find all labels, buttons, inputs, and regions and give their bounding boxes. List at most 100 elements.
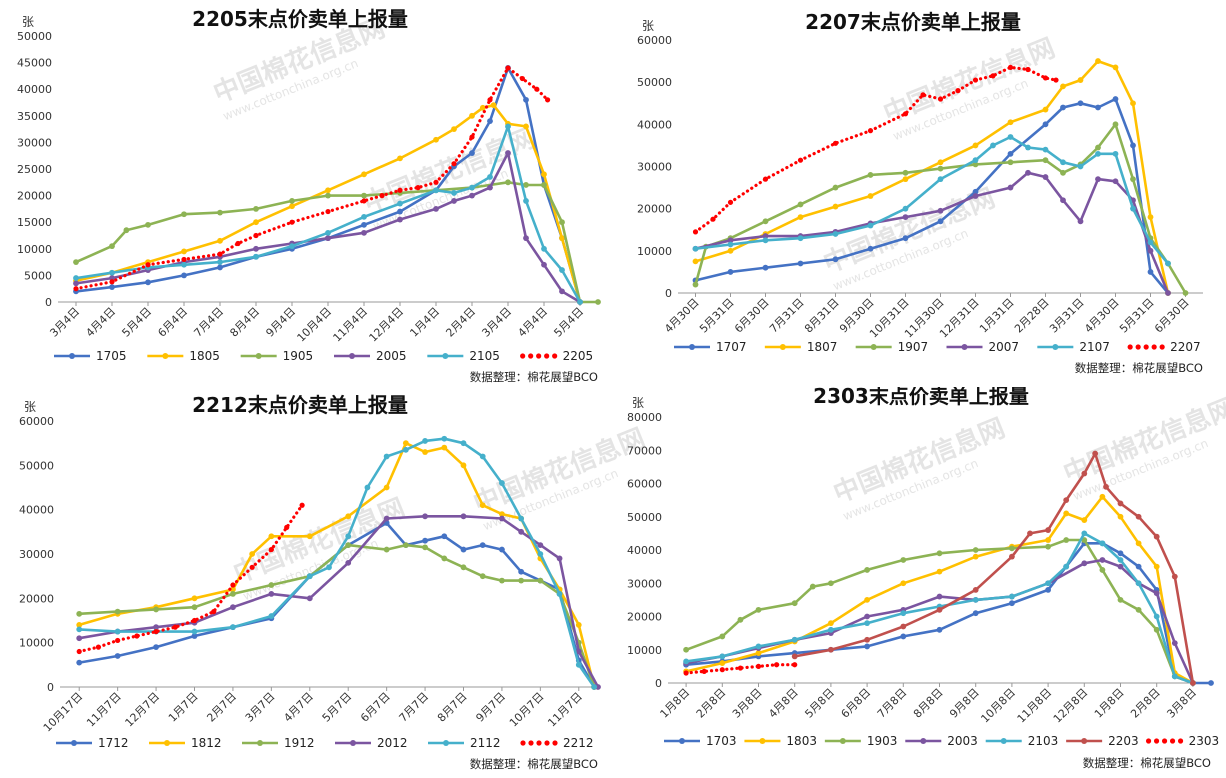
data-point-1905 xyxy=(325,192,331,199)
data-point-1803 xyxy=(719,660,726,666)
data-point-2007 xyxy=(727,237,734,244)
data-point-2005 xyxy=(487,184,493,191)
data-point-1912 xyxy=(230,591,236,597)
legend-label-2007: 2007 xyxy=(989,340,1020,354)
data-point-2303 xyxy=(683,670,689,676)
data-point-2005 xyxy=(361,229,367,236)
data-point-1812 xyxy=(306,533,313,540)
data-point-1707 xyxy=(727,269,734,275)
data-point-2303 xyxy=(719,667,725,673)
data-point-2203 xyxy=(1045,527,1051,533)
data-point-1903 xyxy=(936,550,943,557)
x-tick-label: 3月31日 xyxy=(1047,296,1087,336)
data-point-2107 xyxy=(797,235,804,242)
data-point-1807 xyxy=(867,193,874,199)
data-point-2207 xyxy=(1025,66,1031,73)
series-line-1703 xyxy=(685,542,1211,685)
data-point-2212 xyxy=(153,628,159,635)
data-point-2007 xyxy=(1042,174,1049,180)
x-tick-label: 8月7日 xyxy=(435,690,470,725)
data-point-1907 xyxy=(762,218,769,225)
data-point-1712 xyxy=(441,533,448,540)
data-point-2112 xyxy=(479,453,486,460)
source-note: 数据整理：棉花展望BCO xyxy=(1083,756,1211,770)
data-point-1903 xyxy=(864,567,870,573)
chart-panel-2212: 2212末点价卖单上报量 张 0 10000 20000 30000 40000 50000 6… xyxy=(0,387,613,774)
data-point-1812 xyxy=(191,595,198,602)
x-tick-label: 6月7日 xyxy=(358,690,393,725)
legend-label-1905: 1905 xyxy=(283,349,314,363)
data-point-2112 xyxy=(326,564,332,571)
x-tick-label: 4月30日 xyxy=(1082,296,1122,336)
legend-marker-2303 xyxy=(1177,738,1184,744)
data-point-2007 xyxy=(972,193,979,199)
x-tick-label: 6月4日 xyxy=(155,305,190,340)
x-tick-label: 5月8日 xyxy=(802,686,837,721)
legend-marker-2205 xyxy=(544,353,550,359)
x-tick-label: 4月30日 xyxy=(662,296,702,336)
x-tick-label: 4月8日 xyxy=(766,686,801,721)
y-tick-label: 45000 xyxy=(17,57,52,70)
data-point-2203 xyxy=(864,636,870,643)
data-point-2103 xyxy=(791,636,798,643)
data-point-2007 xyxy=(1112,178,1119,185)
data-point-2103 xyxy=(1171,673,1178,680)
data-point-2005 xyxy=(397,216,403,223)
series-line-1807 xyxy=(695,59,1170,294)
data-point-2103 xyxy=(755,643,762,650)
data-point-2207 xyxy=(902,111,909,117)
data-point-1707 xyxy=(1060,104,1066,111)
legend-marker-1705 xyxy=(69,353,75,359)
data-point-2203 xyxy=(1117,500,1124,507)
data-point-2112 xyxy=(518,515,525,522)
x-tick-label: 7月8日 xyxy=(875,686,910,721)
data-point-2003 xyxy=(864,613,870,620)
data-point-2005 xyxy=(523,235,529,242)
legend-marker-2207 xyxy=(1143,344,1149,350)
data-point-2112 xyxy=(306,573,313,580)
data-point-2105 xyxy=(109,269,115,276)
data-point-2012 xyxy=(518,528,525,535)
data-point-1903 xyxy=(1063,537,1070,543)
data-point-1907 xyxy=(1095,144,1101,151)
data-point-1807 xyxy=(1112,64,1119,71)
data-point-2103 xyxy=(1099,540,1106,547)
data-point-1707 xyxy=(867,245,874,252)
series-line-2205 xyxy=(74,65,550,291)
data-point-1912 xyxy=(518,577,525,584)
data-point-1907 xyxy=(797,201,804,208)
data-point-2205 xyxy=(534,86,540,92)
legend-marker-1803 xyxy=(759,738,766,744)
data-point-2105 xyxy=(559,267,565,273)
data-point-2207 xyxy=(727,199,734,205)
data-point-2007 xyxy=(1165,290,1171,296)
data-point-2012 xyxy=(230,604,236,611)
data-point-1907 xyxy=(1182,290,1189,296)
x-tick-label: 1月4日 xyxy=(407,305,442,340)
legend-marker-2012 xyxy=(350,740,356,746)
y-tick-label: 20000 xyxy=(17,190,52,203)
data-point-2212 xyxy=(115,637,121,644)
data-point-1703 xyxy=(1208,680,1214,686)
legend-marker-2003 xyxy=(920,738,927,744)
data-point-2007 xyxy=(1147,247,1154,254)
x-tick-label: 12月4日 xyxy=(367,305,407,345)
y-axis-unit: 张 xyxy=(642,19,654,33)
legend-marker-2212 xyxy=(520,740,526,746)
data-point-1803 xyxy=(1063,510,1070,517)
data-point-1907 xyxy=(972,161,979,168)
x-tick-label: 9月8日 xyxy=(947,686,982,721)
data-point-2103 xyxy=(1063,563,1070,570)
data-point-2007 xyxy=(937,207,944,214)
y-tick-label: 40000 xyxy=(627,544,662,557)
data-point-2105 xyxy=(289,243,295,250)
data-point-1905 xyxy=(123,227,130,234)
data-point-1805 xyxy=(181,248,187,255)
x-tick-label: 10月8日 xyxy=(978,686,1018,726)
data-point-1705 xyxy=(487,118,493,125)
legend-marker-1905 xyxy=(255,353,262,359)
legend-marker-1812 xyxy=(164,740,170,746)
x-tick-label: 6月30日 xyxy=(732,296,772,336)
data-point-1807 xyxy=(1077,77,1084,83)
data-point-1907 xyxy=(902,169,909,176)
